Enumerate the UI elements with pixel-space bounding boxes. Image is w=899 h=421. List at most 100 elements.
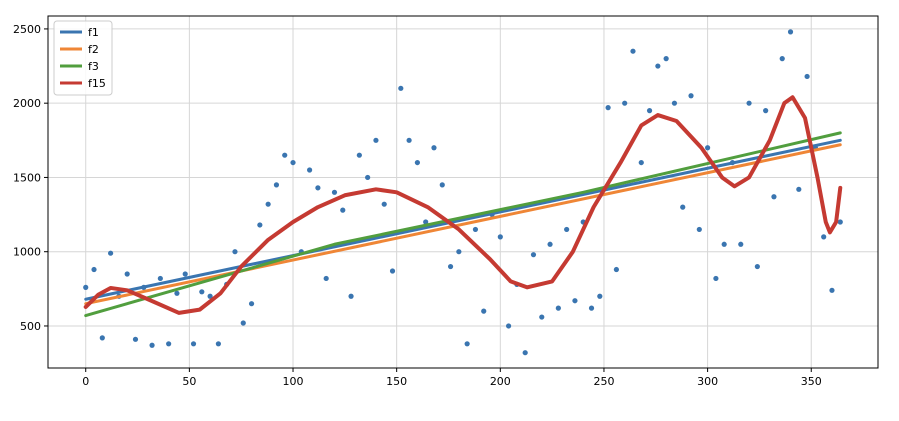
- point: [804, 73, 810, 80]
- point: [447, 263, 454, 270]
- x-tick-label: 300: [697, 375, 718, 388]
- point: [91, 266, 97, 273]
- point: [215, 341, 221, 347]
- point: [331, 189, 338, 195]
- legend-label: f3: [88, 60, 99, 73]
- point: [630, 48, 636, 54]
- point: [572, 298, 578, 304]
- point: [232, 249, 238, 255]
- x-tick-label: 150: [386, 375, 407, 388]
- plot-frame: [47, 15, 879, 369]
- point: [705, 145, 711, 151]
- point: [564, 226, 570, 233]
- point: [796, 186, 802, 192]
- point: [373, 137, 379, 143]
- y-tick-label: 500: [20, 320, 41, 333]
- point: [472, 226, 479, 233]
- y-tick-label: 1500: [13, 171, 41, 184]
- point: [323, 275, 329, 282]
- fit-line: [83, 95, 843, 315]
- point: [688, 93, 694, 99]
- fit-line: [84, 138, 842, 301]
- point: [439, 182, 445, 188]
- point: [763, 108, 769, 114]
- point: [389, 268, 396, 274]
- point: [547, 241, 553, 247]
- point: [837, 219, 843, 225]
- point: [174, 290, 180, 296]
- x-tick-label: 250: [593, 375, 614, 388]
- point: [481, 308, 487, 314]
- point: [663, 56, 669, 62]
- point: [622, 100, 628, 106]
- point: [539, 314, 545, 320]
- point: [182, 271, 188, 277]
- point: [273, 182, 280, 188]
- point: [340, 207, 346, 213]
- point: [680, 204, 686, 210]
- point: [365, 174, 371, 181]
- point: [638, 159, 644, 166]
- point: [671, 100, 678, 106]
- point: [456, 249, 462, 255]
- point: [190, 341, 197, 347]
- point: [829, 287, 835, 293]
- point: [99, 335, 105, 341]
- point: [282, 152, 288, 158]
- point: [348, 293, 354, 299]
- point: [166, 341, 172, 347]
- x-tick-label: 200: [490, 375, 511, 388]
- point: [613, 266, 619, 273]
- point: [754, 263, 760, 270]
- point: [506, 323, 512, 329]
- legend-box: [53, 20, 113, 96]
- legend-label: f2: [88, 43, 99, 56]
- point: [265, 201, 271, 207]
- x-tick-label: 0: [82, 375, 89, 388]
- point: [199, 289, 205, 295]
- x-tick-label: 100: [283, 375, 304, 388]
- point: [307, 167, 313, 173]
- point: [646, 108, 653, 114]
- point: [771, 194, 777, 200]
- point: [257, 222, 263, 228]
- point: [356, 152, 362, 158]
- point: [721, 241, 727, 247]
- point: [555, 305, 561, 311]
- point: [398, 85, 404, 91]
- point: [696, 226, 702, 233]
- point: [655, 63, 661, 69]
- legend: f1 f2 f3 f15: [53, 20, 113, 96]
- x-tick-label: 350: [801, 375, 822, 388]
- point: [464, 341, 470, 347]
- point: [248, 301, 255, 307]
- fit-line: [84, 143, 842, 306]
- legend-label: f1: [88, 26, 99, 39]
- legend-label: f15: [88, 77, 106, 90]
- point: [132, 336, 139, 342]
- point: [597, 293, 603, 299]
- point: [124, 271, 130, 277]
- point: [108, 250, 114, 256]
- point: [240, 320, 246, 326]
- point: [207, 293, 213, 299]
- point: [821, 234, 827, 240]
- point: [406, 137, 412, 143]
- y-tick-label: 1000: [13, 246, 41, 259]
- x-tick-label: 50: [182, 375, 196, 388]
- point: [290, 159, 296, 166]
- point: [423, 219, 429, 225]
- point: [738, 241, 744, 247]
- y-tick-label: 2000: [13, 97, 41, 110]
- point: [588, 305, 595, 311]
- point: [497, 234, 503, 240]
- point: [746, 100, 752, 106]
- point: [381, 201, 387, 207]
- point: [315, 185, 321, 191]
- point: [149, 342, 155, 348]
- point: [605, 105, 611, 111]
- point: [787, 29, 794, 35]
- point: [157, 275, 163, 282]
